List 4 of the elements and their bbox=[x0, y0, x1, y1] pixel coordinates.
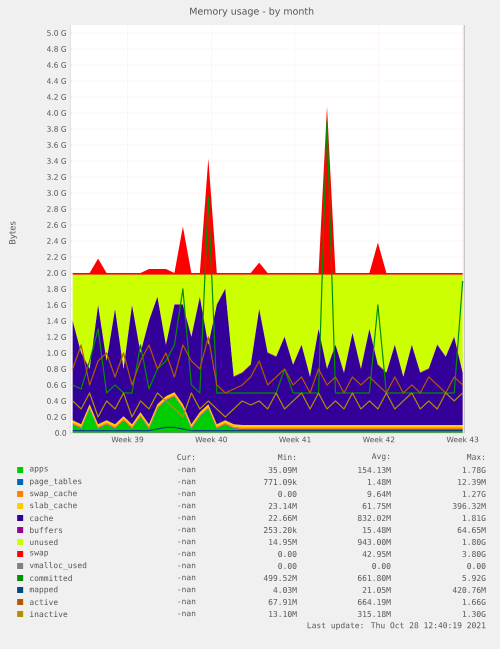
y-axis-title: Bytes bbox=[9, 222, 18, 244]
line-series bbox=[72, 392, 464, 418]
chart-title: Memory usage - by month bbox=[190, 7, 314, 17]
line-series bbox=[72, 336, 464, 394]
